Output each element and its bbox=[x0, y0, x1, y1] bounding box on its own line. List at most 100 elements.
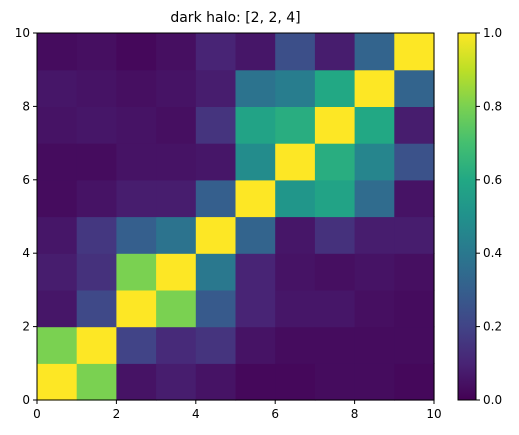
heatmap-cells bbox=[37, 33, 435, 401]
heatmap-cell bbox=[156, 179, 197, 218]
heatmap-cell bbox=[354, 33, 395, 71]
heatmap-cell bbox=[37, 363, 78, 401]
heatmap-cell bbox=[76, 179, 117, 218]
heatmap-cell bbox=[314, 143, 356, 181]
heatmap-cell bbox=[37, 179, 78, 218]
heatmap-cell bbox=[394, 363, 435, 401]
heatmap-cell bbox=[195, 33, 237, 71]
heatmap-cell bbox=[156, 289, 197, 328]
heatmap-cell bbox=[314, 179, 356, 218]
heatmap-cell bbox=[156, 33, 197, 71]
heatmap-cell bbox=[314, 33, 356, 71]
heatmap-cell bbox=[195, 106, 237, 144]
heatmap-cell bbox=[275, 69, 316, 107]
y-tick-label: 4 bbox=[22, 246, 30, 260]
x-tick-label: 0 bbox=[33, 407, 41, 421]
heatmap-cell bbox=[394, 253, 435, 291]
heatmap-cell bbox=[354, 179, 395, 218]
heatmap-cell bbox=[235, 326, 276, 364]
heatmap-cell bbox=[275, 216, 316, 254]
heatmap-cell bbox=[275, 179, 316, 218]
heatmap-cell bbox=[235, 363, 276, 401]
heatmap-cell bbox=[76, 69, 117, 107]
heatmap-cell bbox=[354, 363, 395, 401]
heatmap-cell bbox=[156, 106, 197, 144]
heatmap-cell bbox=[76, 106, 117, 144]
heatmap-cell bbox=[354, 106, 395, 144]
heatmap-cell bbox=[275, 326, 316, 364]
heatmap-cell bbox=[195, 143, 237, 181]
heatmap-cell bbox=[156, 143, 197, 181]
x-tick-label: 6 bbox=[271, 407, 279, 421]
heatmap-cell bbox=[195, 179, 237, 218]
heatmap-cell bbox=[156, 326, 197, 364]
heatmap-cell bbox=[76, 253, 117, 291]
heatmap-cell bbox=[37, 216, 78, 254]
heatmap-cell bbox=[116, 326, 157, 364]
heatmap-cell bbox=[195, 216, 237, 254]
y-tick-label: 8 bbox=[22, 99, 30, 113]
x-tick-label: 2 bbox=[113, 407, 121, 421]
heatmap-cell bbox=[275, 363, 316, 401]
heatmap-cell bbox=[116, 253, 157, 291]
x-tick-label: 4 bbox=[192, 407, 200, 421]
x-tick-label: 10 bbox=[426, 407, 441, 421]
heatmap-cell bbox=[394, 69, 435, 107]
heatmap-cell bbox=[195, 363, 237, 401]
heatmap-cell bbox=[116, 289, 157, 328]
heatmap-cell bbox=[394, 326, 435, 364]
heatmap-cell bbox=[37, 106, 78, 144]
colorbar-tick-label: 0.6 bbox=[483, 173, 502, 187]
heatmap-cell bbox=[394, 289, 435, 328]
heatmap-cell bbox=[275, 143, 316, 181]
heatmap-cell bbox=[275, 106, 316, 144]
heatmap-cell bbox=[314, 289, 356, 328]
heatmap-cell bbox=[235, 216, 276, 254]
heatmap-cell bbox=[394, 216, 435, 254]
heatmap-cell bbox=[275, 253, 316, 291]
heatmap-cell bbox=[76, 33, 117, 71]
heatmap-cell bbox=[116, 179, 157, 218]
heatmap-cell bbox=[156, 363, 197, 401]
colorbar-tick-label: 0.0 bbox=[483, 393, 502, 407]
heatmap-cell bbox=[314, 69, 356, 107]
colorbar-tick-label: 0.8 bbox=[483, 99, 502, 113]
chart-title: dark halo: [2, 2, 4] bbox=[170, 10, 300, 26]
heatmap-cell bbox=[116, 363, 157, 401]
heatmap-cell bbox=[354, 326, 395, 364]
heatmap-cell bbox=[235, 106, 276, 144]
x-axis: 0 2 4 6 8 10 bbox=[33, 400, 442, 421]
heatmap-cell bbox=[394, 33, 435, 71]
heatmap-cell bbox=[195, 326, 237, 364]
heatmap-cell bbox=[37, 69, 78, 107]
heatmap-cell bbox=[314, 363, 356, 401]
heatmap-cell bbox=[314, 106, 356, 144]
heatmap-cell bbox=[275, 289, 316, 328]
heatmap-cell bbox=[37, 289, 78, 328]
heatmap-cell bbox=[116, 106, 157, 144]
heatmap-cell bbox=[235, 143, 276, 181]
heatmap-cell bbox=[37, 33, 78, 71]
heatmap-cell bbox=[195, 289, 237, 328]
heatmap-cell bbox=[76, 326, 117, 364]
heatmap-cell bbox=[354, 143, 395, 181]
heatmap-cell bbox=[195, 253, 237, 291]
y-axis: 0 2 4 6 8 10 bbox=[15, 26, 37, 407]
heatmap-cell bbox=[354, 216, 395, 254]
heatmap-cell bbox=[37, 253, 78, 291]
heatmap-cell bbox=[156, 69, 197, 107]
heatmap-cell bbox=[354, 253, 395, 291]
heatmap-cell bbox=[116, 33, 157, 71]
y-tick-label: 6 bbox=[22, 173, 30, 187]
heatmap-cell bbox=[314, 216, 356, 254]
heatmap-cell bbox=[354, 69, 395, 107]
plot-frame bbox=[36, 32, 435, 401]
heatmap-cell bbox=[235, 289, 276, 328]
colorbar-tick-label: 1.0 bbox=[483, 26, 502, 40]
colorbar-tick-label: 0.2 bbox=[483, 320, 502, 334]
heatmap-cell bbox=[195, 69, 237, 107]
heatmap-cell bbox=[76, 143, 117, 181]
heatmap-cell bbox=[156, 253, 197, 291]
heatmap-cell bbox=[37, 143, 78, 181]
